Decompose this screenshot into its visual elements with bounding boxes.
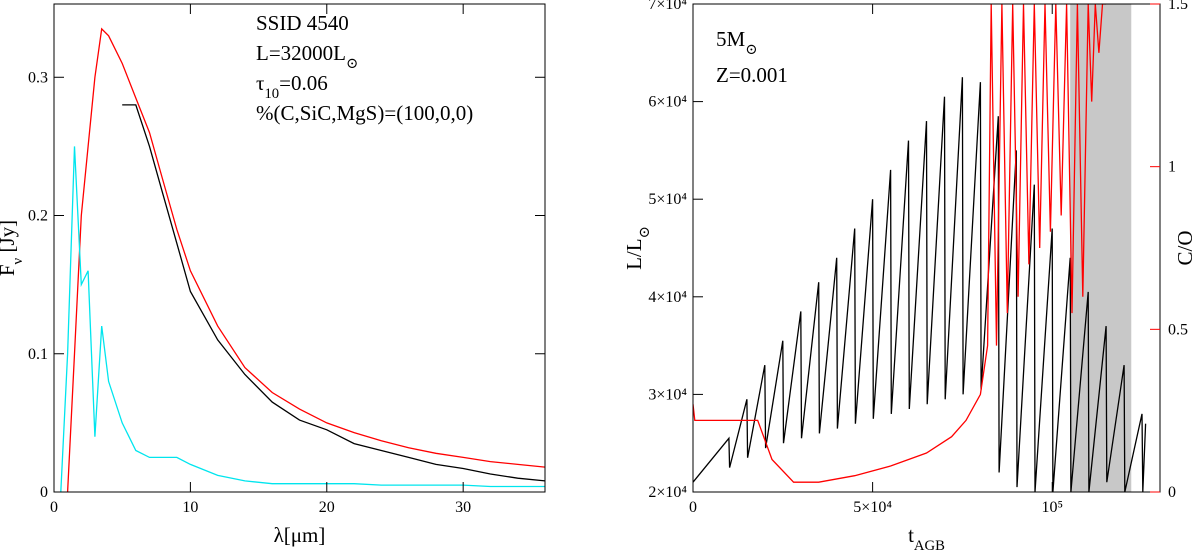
y-tick-label: 0 [40,484,48,501]
y-tick-label: 2×10⁴ [648,484,687,501]
annotation: Z=0.001 [716,63,788,87]
series-line [60,146,545,492]
annotation: τ10=0.06 [256,71,328,102]
x-axis-label: λ[μm] [274,523,326,547]
annotation-part: %(C,SiC,MgS)=(100,0,0) [256,101,473,125]
y-tick-label: 7×10⁴ [648,0,687,13]
annotation-part: 10 [264,86,279,102]
y-tick-label: 0.1 [28,346,48,363]
y2-axis-label-part: C/O [1173,230,1197,265]
y-axis-label-part: F [0,264,19,276]
plot-frame [692,3,1161,493]
y-axis-label: Fν [Jy] [0,220,26,276]
x-tick-label: 30 [455,499,471,516]
annotation: %(C,SiC,MgS)=(100,0,0) [256,101,473,125]
y-tick-label: 3×10⁴ [648,386,687,403]
y2-axis-label: C/O [1173,230,1197,265]
y-axis-label-part: ν [10,257,26,264]
y-axis-label-part: L/L [622,238,646,270]
annotation-part: 5M [716,27,746,51]
annotation: L=32000L⊙ [256,41,358,72]
x-tick-label: 0 [50,499,58,516]
y-tick-label: 4×10⁴ [648,289,687,306]
x-tick-label: 10 [182,499,198,516]
x-tick-label: 20 [319,499,335,516]
annotation: 5M⊙ [716,27,758,58]
x-tick-label: 10⁵ [1041,499,1063,516]
x-tick-label: 5×10⁴ [853,499,892,516]
series-line [66,27,545,492]
annotation-part: ⊙ [346,56,358,72]
y-tick-label: 0.3 [28,69,48,86]
plot-frame [53,3,546,493]
y2-tick-label: 1 [1168,159,1176,176]
series-line [693,4,1107,483]
x-axis-label-part: t [908,523,914,547]
y-tick-label: 6×10⁴ [648,94,687,111]
annotation-part: ⊙ [745,42,757,58]
annotation-part: L=32000L [256,41,346,65]
y-tick-label: 0.2 [28,208,48,225]
annotation-part: SSID 4540 [256,11,349,35]
y-tick-label: 5×10⁴ [648,191,687,208]
y-axis-label-part: [Jy] [0,220,19,258]
annotation-part: Z=0.001 [716,63,788,87]
x-axis-label: tAGB [908,523,945,552]
x-axis-label-part: AGB [914,538,945,552]
y2-tick-label: 1.5 [1168,0,1188,13]
x-tick-label: 0 [689,499,697,516]
y2-tick-label: 0 [1168,484,1176,501]
x-axis-label-part: λ[μm] [274,523,326,547]
y-axis-label-part: ⊙ [637,226,653,238]
annotation-part: τ [256,71,264,95]
y2-tick-label: 0.5 [1168,321,1188,338]
annotation-part: =0.06 [279,71,328,95]
series-line [122,104,545,482]
annotation: SSID 4540 [256,11,349,35]
series-line [693,77,1147,492]
y-axis-label: L/L⊙ [622,226,653,270]
shaded-region [1070,4,1132,492]
